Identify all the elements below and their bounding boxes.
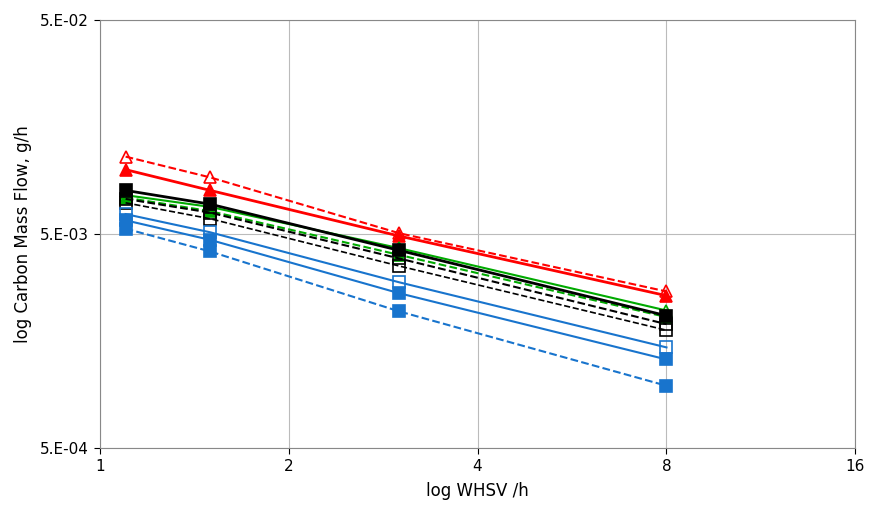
X-axis label: log WHSV /h: log WHSV /h — [426, 482, 529, 500]
Y-axis label: log Carbon Mass Flow, g/h: log Carbon Mass Flow, g/h — [14, 125, 32, 343]
